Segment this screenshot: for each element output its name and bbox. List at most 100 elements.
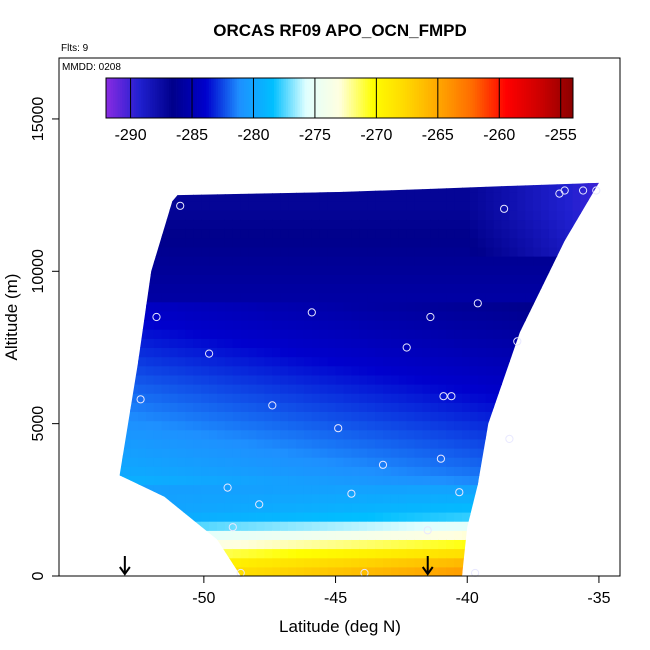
heatmap-cell xyxy=(406,329,416,339)
heatmap-cell xyxy=(525,393,534,403)
sample-point xyxy=(307,308,316,317)
heatmap-cell xyxy=(533,457,542,467)
heatmap-cell xyxy=(106,329,115,339)
heatmap-cell xyxy=(564,557,574,568)
heatmap-cell xyxy=(335,475,344,486)
heatmap-cell xyxy=(311,246,321,257)
heatmap-cell xyxy=(288,566,297,576)
heatmap-cell xyxy=(272,466,281,476)
heatmap-cell xyxy=(193,338,202,348)
heatmap-cell xyxy=(280,521,289,531)
heatmap-cell xyxy=(185,237,194,248)
heatmap-cell xyxy=(145,457,155,467)
heatmap-cell xyxy=(296,310,305,321)
flight-arrows xyxy=(119,556,434,576)
heatmap-cell xyxy=(367,228,376,239)
heatmap-cell xyxy=(501,402,510,412)
heatmap-cell xyxy=(525,320,534,330)
colorbar-segment xyxy=(554,78,558,118)
heatmap-cell xyxy=(303,457,313,467)
heatmap-cell xyxy=(446,484,455,495)
heatmap-cell xyxy=(138,384,147,394)
heatmap-cell xyxy=(501,274,510,284)
heatmap-cell xyxy=(264,265,273,275)
heatmap-cell xyxy=(454,265,463,275)
heatmap-cell xyxy=(240,557,250,568)
heatmap-cell xyxy=(264,502,273,513)
heatmap-cell xyxy=(217,384,226,394)
heatmap-cell xyxy=(390,566,400,576)
heatmap-cell xyxy=(541,201,550,211)
heatmap-cell xyxy=(469,402,479,412)
heatmap-cell xyxy=(422,530,431,540)
heatmap-cell xyxy=(548,566,558,576)
heatmap-cell xyxy=(122,292,131,303)
heatmap-cell xyxy=(201,219,210,230)
heatmap-cell xyxy=(588,219,597,230)
heatmap-cell xyxy=(541,566,550,576)
heatmap-cell xyxy=(375,384,384,394)
heatmap-cell xyxy=(414,356,424,367)
heatmap-cell xyxy=(383,512,392,522)
heatmap-cell xyxy=(390,393,400,403)
heatmap-cell xyxy=(193,219,202,230)
heatmap-cell xyxy=(319,502,329,513)
heatmap-cell xyxy=(185,182,194,193)
heatmap-cell xyxy=(248,210,258,221)
heatmap-cell xyxy=(454,512,463,522)
heatmap-cell xyxy=(556,219,566,230)
heatmap-cell xyxy=(485,219,495,230)
heatmap-cell xyxy=(422,274,431,284)
heatmap-cell xyxy=(430,457,439,467)
heatmap-cell xyxy=(572,228,582,239)
heatmap-cell xyxy=(177,493,186,504)
heatmap-cell xyxy=(572,502,582,513)
heatmap-cell xyxy=(438,246,447,257)
colorbar-segment xyxy=(502,78,506,118)
heatmap-cell xyxy=(201,484,210,495)
heatmap-cell xyxy=(335,274,344,284)
heatmap-cell xyxy=(119,411,123,422)
heatmap-cell xyxy=(311,182,321,193)
heatmap-cell xyxy=(130,292,139,303)
heatmap-cell xyxy=(288,420,297,431)
colorbar-segment xyxy=(423,78,427,118)
heatmap-cell xyxy=(272,512,281,522)
heatmap-cell xyxy=(122,502,131,513)
heatmap-cell xyxy=(99,384,108,394)
heatmap-cell xyxy=(130,210,139,221)
heatmap-cell xyxy=(548,201,558,211)
heatmap-cell xyxy=(509,182,518,184)
heatmap-cell xyxy=(398,420,408,431)
heatmap-cell xyxy=(501,566,510,576)
heatmap-cell xyxy=(138,246,147,257)
heatmap-cell xyxy=(217,429,226,440)
heatmap-cell xyxy=(296,201,305,211)
heatmap-cell xyxy=(343,448,352,458)
heatmap-cell xyxy=(161,557,171,568)
heatmap-cell xyxy=(201,502,210,513)
heatmap-cell xyxy=(422,292,431,303)
colorbar-segment xyxy=(295,78,298,118)
heatmap-cell xyxy=(580,182,589,193)
heatmap-cell xyxy=(517,320,526,330)
heatmap-cell xyxy=(422,201,431,211)
heatmap-cell xyxy=(572,265,582,275)
heatmap-cell xyxy=(525,329,534,339)
heatmap-cell xyxy=(280,438,289,449)
heatmap-cell xyxy=(517,237,526,248)
heatmap-cell xyxy=(224,557,234,568)
heatmap-cell xyxy=(288,210,297,221)
heatmap-cell xyxy=(390,429,400,440)
heatmap-cell xyxy=(232,448,242,458)
heatmap-cell xyxy=(319,402,329,412)
heatmap-cell xyxy=(390,484,400,495)
heatmap-cell xyxy=(145,420,155,431)
heatmap-cell xyxy=(145,539,155,550)
heatmap-cell xyxy=(130,393,139,403)
heatmap-cell xyxy=(138,182,147,193)
heatmap-cell xyxy=(248,402,258,412)
heatmap-cell xyxy=(130,219,139,230)
heatmap-cell xyxy=(462,182,471,193)
heatmap-cell xyxy=(303,329,313,339)
